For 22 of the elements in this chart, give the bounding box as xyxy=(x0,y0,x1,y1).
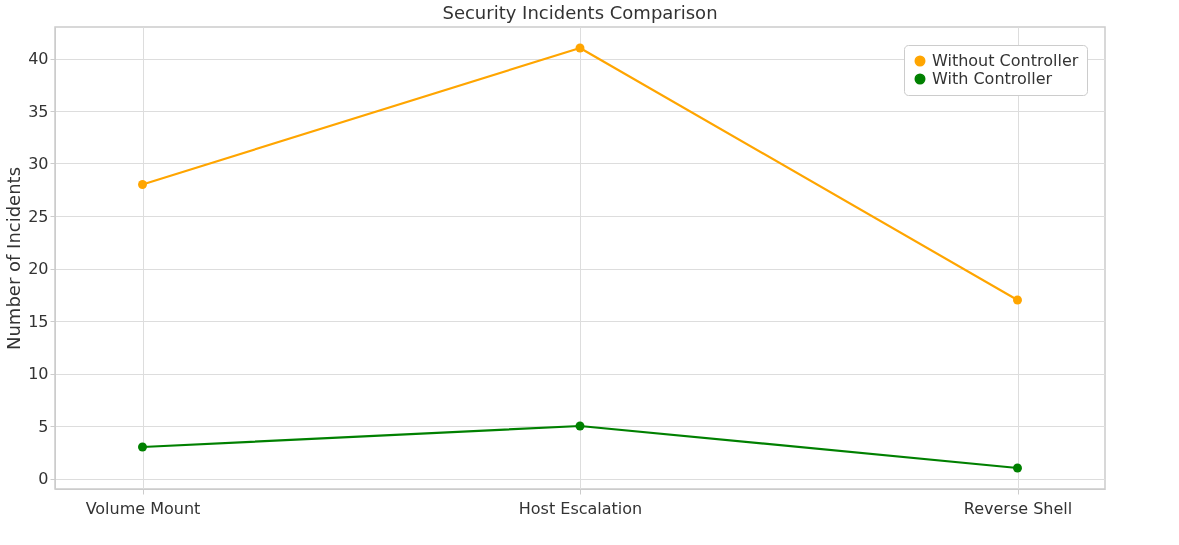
y-axis-title: Number of Incidents xyxy=(3,166,25,351)
point xyxy=(1013,463,1022,473)
y-tick-label: 30 xyxy=(28,154,49,173)
point xyxy=(575,421,585,431)
y-tick-label: 35 xyxy=(28,101,49,121)
y-tick-label: 15 xyxy=(28,311,49,331)
legend-label: With Controller xyxy=(932,69,1053,88)
y-tick-label: 40 xyxy=(28,49,49,68)
y-tick-label: 5 xyxy=(38,416,49,436)
point xyxy=(575,43,585,53)
y-tick-label: 20 xyxy=(28,259,49,278)
point xyxy=(1013,295,1022,305)
y-tick-label: 0 xyxy=(38,469,49,488)
x-tick-label: Host Escalation xyxy=(518,498,643,518)
chart-title: Security Incidents Comparison xyxy=(442,2,718,23)
x-tick-label: Volume Mount xyxy=(85,498,201,518)
x-tick-label: Reverse Shell xyxy=(963,498,1073,518)
point xyxy=(138,442,147,452)
y-tick-label: 25 xyxy=(28,206,49,226)
legend-label: Without Controller xyxy=(932,51,1079,70)
y-tick-label: 10 xyxy=(28,364,49,383)
point xyxy=(138,180,147,189)
